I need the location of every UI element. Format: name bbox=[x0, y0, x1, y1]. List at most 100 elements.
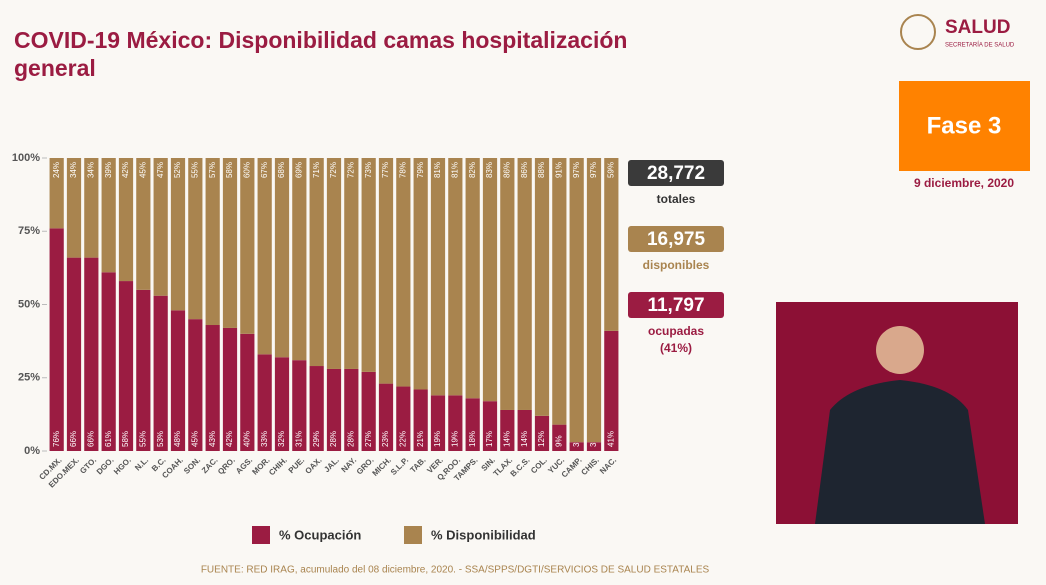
bar-segment bbox=[465, 158, 480, 399]
bar-segment bbox=[49, 228, 64, 451]
interpreter bbox=[815, 380, 985, 524]
y-tick-label: 0% bbox=[24, 445, 40, 457]
summary-box bbox=[628, 292, 724, 318]
value-label: 27% bbox=[364, 431, 373, 447]
value-label: 22% bbox=[398, 431, 407, 447]
summary-value: 11,797 bbox=[647, 295, 704, 316]
summary-box bbox=[628, 160, 724, 186]
phase: Fase 3 bbox=[927, 112, 1002, 139]
bar-segment bbox=[361, 371, 376, 451]
value-label: 86% bbox=[502, 162, 511, 178]
logo-subtitle: SECRETARÍA DE SALUD bbox=[945, 42, 1015, 49]
value-label: 52% bbox=[173, 162, 182, 178]
bar-segment bbox=[222, 158, 238, 328]
value-label: 88% bbox=[537, 162, 546, 178]
value-label: 71% bbox=[312, 162, 321, 178]
bar-segment bbox=[49, 158, 64, 229]
bar-segment bbox=[205, 325, 220, 451]
value-label: 32% bbox=[277, 431, 286, 447]
legend-swatch bbox=[404, 526, 422, 544]
bar-segment bbox=[448, 158, 463, 396]
value-label: 59% bbox=[606, 162, 615, 178]
value-label: 60% bbox=[242, 162, 251, 178]
value-label: 81% bbox=[433, 162, 442, 178]
value-label: 31% bbox=[294, 431, 303, 447]
value-label: 55% bbox=[138, 431, 147, 447]
value-label: 40% bbox=[242, 431, 251, 447]
value-label: 45% bbox=[138, 162, 147, 178]
value-label: 42% bbox=[121, 162, 130, 178]
legend-swatch bbox=[252, 526, 270, 544]
bar-segment bbox=[604, 158, 619, 331]
value-label: 24% bbox=[52, 162, 61, 178]
value-label: 21% bbox=[416, 431, 425, 447]
value-label: 66% bbox=[86, 431, 95, 447]
bar-segment bbox=[101, 158, 116, 273]
bar-segment bbox=[257, 158, 272, 355]
bar-segment bbox=[378, 383, 394, 451]
bar-segment bbox=[361, 158, 376, 372]
bar-segment bbox=[586, 442, 602, 451]
legend-label: % Disponibilidad bbox=[431, 527, 536, 542]
bar-segment bbox=[118, 158, 134, 282]
value-label: 58% bbox=[121, 431, 130, 447]
value-label: 57% bbox=[208, 162, 217, 178]
value-label: 23% bbox=[381, 431, 390, 447]
legend-label: % Ocupación bbox=[279, 527, 361, 542]
value-label: 72% bbox=[329, 162, 338, 178]
bar-segment bbox=[482, 158, 498, 402]
value-label: 9% bbox=[554, 435, 563, 447]
bar-segment bbox=[430, 158, 446, 396]
bar-segment bbox=[534, 415, 550, 451]
value-label: 79% bbox=[416, 162, 425, 178]
value-label: 33% bbox=[260, 431, 269, 447]
summary-value: 28,772 bbox=[647, 163, 705, 184]
value-label: 78% bbox=[398, 162, 407, 178]
bar-segment bbox=[534, 158, 550, 416]
y-tick-label: 25% bbox=[18, 372, 40, 384]
bar-segment bbox=[84, 158, 99, 258]
bar-segment bbox=[240, 158, 255, 334]
y-tick-label: 75% bbox=[18, 225, 40, 237]
bar-segment bbox=[430, 395, 446, 451]
value-label: 29% bbox=[312, 431, 321, 447]
bar-segment bbox=[257, 354, 272, 451]
bar-segment bbox=[136, 289, 151, 451]
bar-segment bbox=[465, 398, 480, 451]
bar-segment bbox=[84, 257, 99, 451]
bar-segment bbox=[309, 366, 324, 451]
value-label: 19% bbox=[433, 431, 442, 447]
bar-segment bbox=[274, 158, 290, 358]
y-tick-label: 100% bbox=[12, 152, 40, 164]
value-label: 81% bbox=[450, 162, 459, 178]
bar-segment bbox=[500, 409, 515, 451]
value-label: 34% bbox=[86, 162, 95, 178]
bar-segment bbox=[153, 295, 168, 451]
summary-label: disponibles bbox=[643, 258, 710, 272]
summary-label: totales bbox=[657, 192, 696, 206]
summary-value: 16,975 bbox=[647, 229, 706, 250]
value-label: 76% bbox=[52, 431, 61, 447]
bar-segment bbox=[222, 327, 238, 451]
bar-segment bbox=[448, 395, 463, 451]
value-label: 91% bbox=[554, 162, 563, 178]
value-label: 43% bbox=[208, 431, 217, 447]
value-label: 77% bbox=[381, 162, 390, 178]
bar-segment bbox=[136, 158, 151, 290]
logo-emblem bbox=[900, 14, 936, 50]
footer: FUENTE: RED IRAG, acumulado del 08 dicie… bbox=[201, 565, 710, 576]
value-label: 97% bbox=[589, 162, 598, 178]
value-label: 55% bbox=[190, 162, 199, 178]
bar-segment bbox=[500, 158, 515, 410]
bar-segment bbox=[344, 158, 359, 369]
bar-segment bbox=[552, 424, 567, 451]
summary-box bbox=[628, 226, 724, 252]
value-label: 97% bbox=[572, 162, 581, 178]
bar-segment bbox=[274, 357, 290, 451]
bar-segment bbox=[188, 158, 203, 320]
bar-segment bbox=[170, 158, 186, 311]
bar-segment bbox=[396, 158, 411, 387]
chart-title: COVID-19 México: Disponibilidad camas ho… bbox=[14, 27, 627, 81]
bar-segment bbox=[552, 158, 567, 425]
